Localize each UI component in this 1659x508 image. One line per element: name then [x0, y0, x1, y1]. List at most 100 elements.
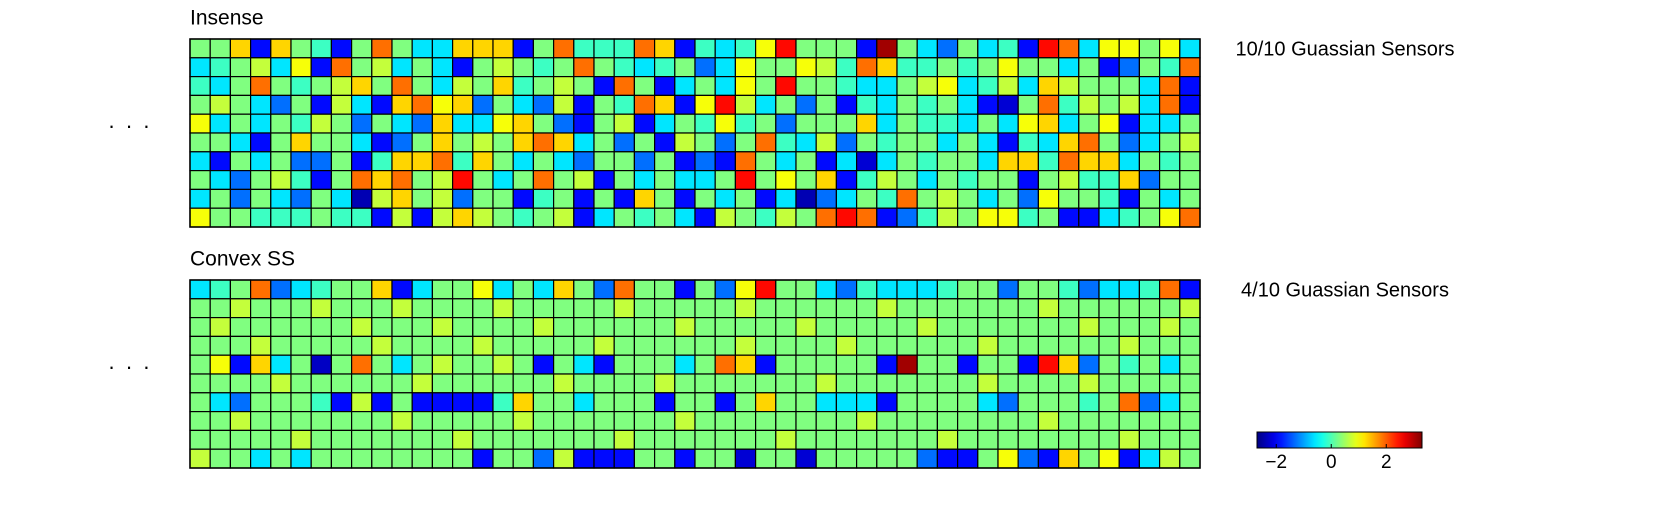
heatmap-cell [492, 411, 514, 432]
heatmap-cell [916, 354, 939, 375]
heatmap-cell [391, 279, 413, 300]
heatmap-cell [653, 113, 676, 134]
heatmap-cell [330, 113, 353, 134]
heatmap-cell [250, 354, 272, 375]
heatmap-cell [633, 188, 656, 209]
heatmap-cell [815, 38, 838, 59]
heatmap-cell [876, 38, 898, 59]
heatmap-cell [754, 132, 777, 153]
heatmap-cell [330, 151, 353, 172]
heatmap-cell [330, 170, 353, 191]
heatmap-cell [916, 38, 939, 59]
heatmap-cell [391, 113, 413, 134]
heatmap-cell [573, 113, 595, 134]
heatmap-cell [290, 75, 312, 96]
heatmap-cell [815, 113, 838, 134]
heatmap-cell [754, 317, 777, 338]
heatmap-cell [754, 298, 777, 319]
heatmap-cell [371, 448, 393, 469]
heatmap-cell [411, 448, 434, 469]
heatmap-cell [1037, 188, 1060, 209]
heatmap-cell [1078, 448, 1100, 469]
heatmap-cell [391, 392, 413, 413]
heatmap-cell [734, 132, 757, 153]
heatmap-cell [997, 57, 1019, 78]
heatmap-cell [653, 75, 676, 96]
heatmap-cell [411, 57, 434, 78]
heatmap-cell [754, 188, 777, 209]
heatmap-cell [189, 151, 211, 172]
heatmap-cell [411, 94, 434, 115]
heatmap-cell [351, 151, 373, 172]
heatmap-cell [209, 411, 231, 432]
heatmap-cell [472, 94, 494, 115]
heatmap-cell [1057, 392, 1080, 413]
heatmap-cell [229, 94, 252, 115]
heatmap-cell [229, 317, 252, 338]
heatmap-cell [694, 429, 716, 450]
heatmap-cell [916, 429, 939, 450]
heatmap-cell [189, 38, 211, 59]
heatmap-cell [512, 317, 535, 338]
heatmap-cell [593, 151, 615, 172]
heatmap-cell [512, 207, 535, 228]
heatmap-cell [573, 57, 595, 78]
heatmap-cell [552, 57, 575, 78]
heatmap-cell [290, 392, 312, 413]
heatmap-cell [956, 317, 979, 338]
heatmap-cell [512, 335, 535, 356]
heatmap-cell [229, 298, 252, 319]
heatmap-cell [775, 317, 797, 338]
heatmap-cell [613, 354, 636, 375]
colorbar-tick-label: −2 [1265, 452, 1287, 473]
heatmap-cell [310, 411, 333, 432]
heatmap-cell [997, 317, 1019, 338]
heatmap-cell [855, 94, 878, 115]
heatmap-cell [1017, 38, 1040, 59]
heatmap-cell [613, 57, 636, 78]
heatmap-cell [573, 94, 595, 115]
heatmap-cell [351, 38, 373, 59]
heatmap-cell [512, 38, 535, 59]
heatmap-cell [1118, 207, 1140, 228]
heatmap-cell [411, 392, 434, 413]
heatmap-cell [371, 317, 393, 338]
heatmap-cell [653, 94, 676, 115]
heatmap-cell [936, 335, 959, 356]
heatmap-cell [250, 94, 272, 115]
heatmap-cell [1098, 448, 1120, 469]
heatmap-cell [189, 448, 211, 469]
heatmap-cell [532, 335, 555, 356]
heatmap-cell [1057, 94, 1080, 115]
heatmap-cell [876, 335, 898, 356]
heatmap-cell [633, 170, 656, 191]
heatmap-cell [532, 188, 555, 209]
heatmap-cell [330, 279, 353, 300]
heatmap-cell [1017, 429, 1040, 450]
heatmap-cell [835, 207, 858, 228]
heatmap-cell [229, 429, 252, 450]
heatmap-cell [391, 354, 413, 375]
heatmap-cell [492, 75, 514, 96]
heatmap-cell [997, 132, 1019, 153]
heatmap-cell [613, 429, 636, 450]
heatmap-cell [815, 207, 838, 228]
heatmap-cell [330, 354, 353, 375]
heatmap-cell [653, 429, 676, 450]
heatmap-cell [835, 373, 858, 394]
heatmap-cell [532, 38, 555, 59]
heatmap-cell [815, 335, 838, 356]
heatmap-cell [431, 94, 454, 115]
heatmap-cell [1118, 373, 1140, 394]
heatmap-cell [189, 317, 211, 338]
heatmap-cell [754, 38, 777, 59]
heatmap-cell [795, 448, 817, 469]
heatmap-cell [492, 354, 514, 375]
heatmap-cell [411, 170, 434, 191]
heatmap-cell [633, 132, 656, 153]
heatmap-cell [573, 298, 595, 319]
heatmap-cell [1179, 132, 1201, 153]
heatmap-cell [532, 94, 555, 115]
heatmap-cell [977, 38, 999, 59]
heatmap-cell [1158, 207, 1181, 228]
